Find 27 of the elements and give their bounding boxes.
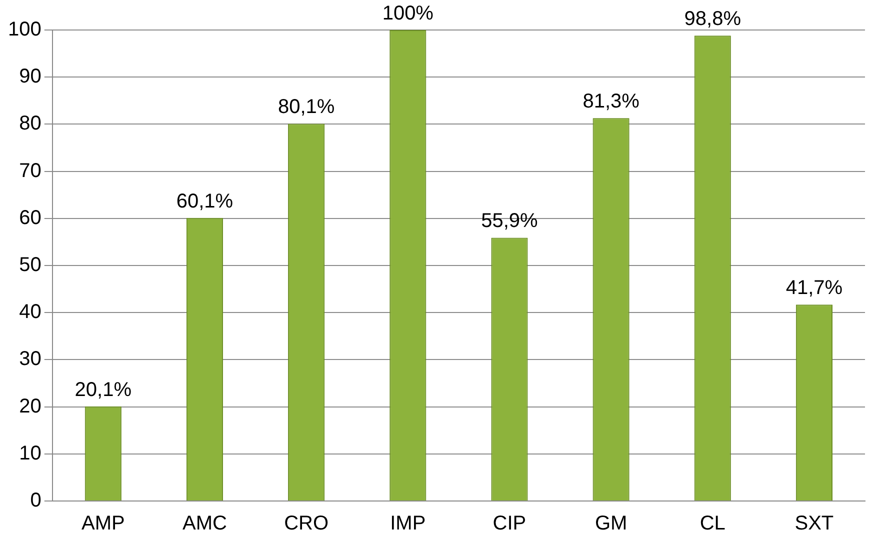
- data-label: 81,3%: [582, 90, 640, 113]
- x-tick-label: CRO: [284, 512, 329, 535]
- y-tick-label: 80: [19, 112, 42, 135]
- data-label: 41,7%: [786, 277, 843, 300]
- data-label: 98,8%: [684, 8, 742, 30]
- y-tick-label: 60: [19, 206, 42, 229]
- y-tick-label: 40: [19, 301, 42, 324]
- y-tick-label: 50: [19, 254, 42, 276]
- data-label: 20,1%: [74, 378, 132, 401]
- x-tick-label: GM: [594, 512, 628, 535]
- y-tick-label: 100: [8, 18, 42, 41]
- x-tick-label: CL: [700, 512, 726, 535]
- data-label: 80,1%: [278, 96, 335, 118]
- x-tick-label: AMP: [81, 512, 125, 535]
- data-label: 55,9%: [481, 210, 538, 232]
- y-tick-label: 20: [19, 395, 42, 418]
- y-tick-label: 90: [19, 66, 42, 88]
- y-tick-label: 70: [19, 160, 42, 182]
- data-label: 100%: [382, 2, 434, 25]
- y-tick-label: 0: [30, 490, 42, 512]
- x-tick-label: AMC: [182, 512, 227, 535]
- x-tick-label: CIP: [492, 512, 526, 535]
- y-tick-label: 30: [19, 348, 42, 370]
- y-tick-label: 10: [19, 442, 42, 464]
- x-tick-label: SXT: [794, 512, 834, 535]
- data-label: 60,1%: [176, 190, 234, 212]
- x-tick-label: IMP: [390, 512, 426, 535]
